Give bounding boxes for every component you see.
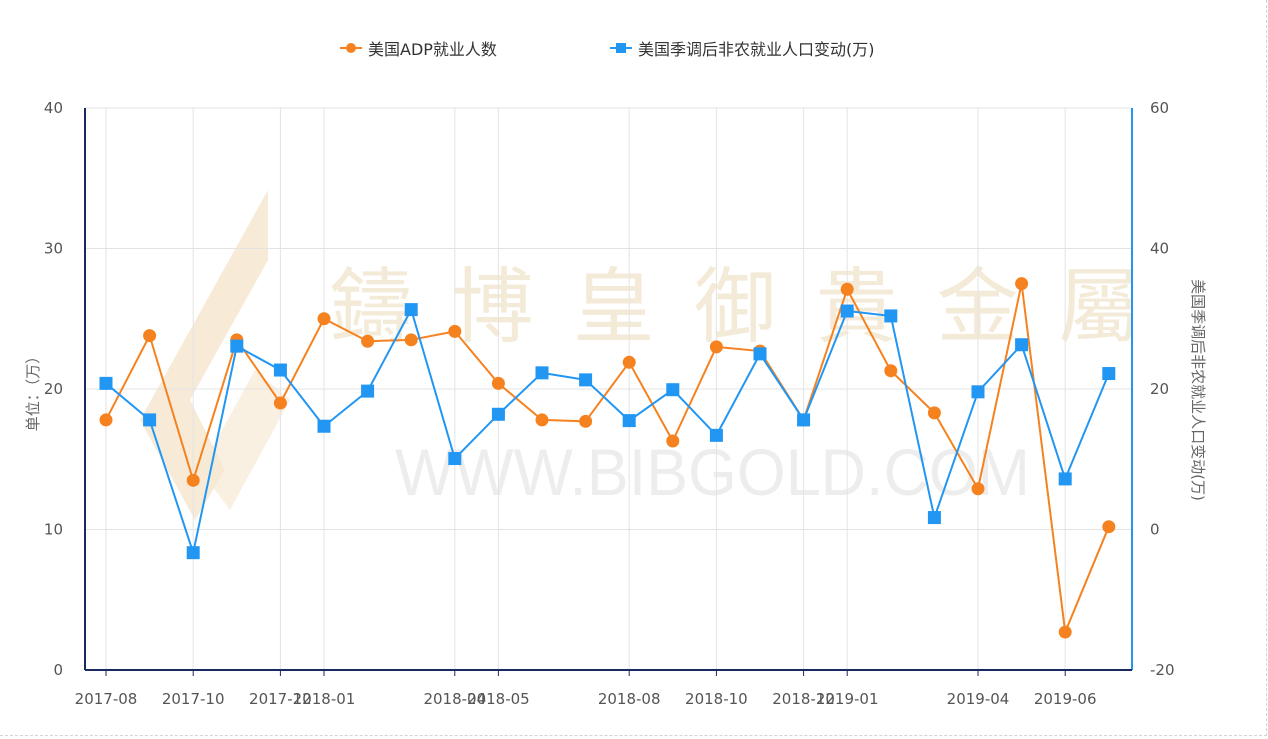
- x-tick-label: 2018-10: [685, 690, 748, 708]
- y-tick-left-label: 20: [44, 380, 63, 398]
- data-point-nonfarm[interactable]: [927, 511, 941, 525]
- data-point-adp[interactable]: [1058, 625, 1072, 639]
- data-point-adp[interactable]: [579, 414, 593, 428]
- data-point-nonfarm[interactable]: [448, 452, 462, 466]
- data-point-adp[interactable]: [143, 329, 157, 343]
- data-point-adp[interactable]: [491, 376, 505, 390]
- tick-labels: 0 10 20 30 40 -20 0 20 40 60 2017-08 2017-10 2017-12…: [44, 99, 1175, 708]
- data-point-adp[interactable]: [99, 413, 113, 427]
- y-tick-left-label: 0: [53, 661, 63, 679]
- series-group: [99, 277, 1116, 639]
- y-tick-right-label: 60: [1150, 99, 1169, 117]
- data-point-nonfarm[interactable]: [404, 303, 418, 317]
- data-point-adp[interactable]: [535, 413, 549, 427]
- x-tick-label: 2019-01: [816, 690, 879, 708]
- y-axis-right-label: 美国季调后非农就业人口变动(万): [1189, 279, 1207, 501]
- data-point-nonfarm[interactable]: [753, 347, 767, 361]
- data-point-nonfarm[interactable]: [709, 428, 723, 442]
- data-point-nonfarm[interactable]: [1102, 367, 1116, 381]
- data-point-nonfarm[interactable]: [797, 413, 811, 427]
- data-point-adp[interactable]: [666, 434, 680, 448]
- y-tick-right-label: -20: [1150, 661, 1175, 679]
- data-point-adp[interactable]: [273, 396, 287, 410]
- y-tick-left-label: 40: [44, 99, 63, 117]
- y-axis-left-label: 单位：（万）: [24, 349, 42, 432]
- data-point-adp[interactable]: [884, 364, 898, 378]
- data-point-adp[interactable]: [186, 473, 200, 487]
- x-tick-label: 2018-04: [423, 690, 486, 708]
- y-tick-right-label: 20: [1150, 380, 1169, 398]
- data-point-nonfarm[interactable]: [840, 304, 854, 318]
- data-point-adp[interactable]: [317, 312, 331, 326]
- y-tick-left-label: 30: [44, 240, 63, 258]
- series-line-1: [105, 282, 1110, 634]
- data-point-nonfarm[interactable]: [99, 376, 113, 390]
- legend-item-nonfarm[interactable]: 美国季调后非农就业人口变动(万): [610, 36, 875, 60]
- x-tick-label: 2017-12: [249, 690, 312, 708]
- legend-label-adp: 美国ADP就业人数: [368, 40, 497, 59]
- data-point-adp[interactable]: [840, 282, 854, 296]
- x-tick-label: 2019-04: [947, 690, 1010, 708]
- x-tick-label: 2018-12: [772, 690, 835, 708]
- square-marker-icon: [610, 43, 632, 53]
- data-point-adp[interactable]: [361, 334, 375, 348]
- data-point-nonfarm[interactable]: [884, 309, 898, 323]
- legend-label-nonfarm: 美国季调后非农就业人口变动(万): [638, 40, 875, 59]
- x-tick-label: 2018-05: [467, 690, 530, 708]
- data-point-nonfarm[interactable]: [273, 363, 287, 377]
- y-tick-right-label: 40: [1150, 240, 1169, 258]
- y-tick-right-label: 0: [1150, 521, 1160, 539]
- data-point-adp[interactable]: [1015, 277, 1029, 291]
- data-point-nonfarm[interactable]: [361, 384, 375, 398]
- axes: [84, 108, 1133, 671]
- data-point-adp[interactable]: [971, 482, 985, 496]
- x-tick-label: 2018-08: [598, 690, 661, 708]
- data-point-nonfarm[interactable]: [186, 546, 200, 560]
- data-point-adp[interactable]: [448, 324, 462, 338]
- data-point-adp[interactable]: [404, 333, 418, 347]
- x-tick-label: 2019-06: [1034, 690, 1097, 708]
- x-tick-label: 2018-01: [293, 690, 356, 708]
- data-point-nonfarm[interactable]: [1015, 338, 1029, 352]
- data-point-nonfarm[interactable]: [666, 383, 680, 397]
- data-point-adp[interactable]: [1102, 520, 1116, 534]
- circle-marker-icon: [340, 43, 362, 53]
- legend-item-adp[interactable]: 美国ADP就业人数: [340, 36, 497, 60]
- data-point-nonfarm[interactable]: [535, 366, 549, 380]
- data-point-adp[interactable]: [709, 340, 723, 354]
- x-tick-label: 2017-08: [75, 690, 138, 708]
- data-point-nonfarm[interactable]: [143, 413, 157, 427]
- y-tick-left-label: 10: [44, 521, 63, 539]
- data-point-adp[interactable]: [622, 355, 636, 369]
- data-point-nonfarm[interactable]: [579, 373, 593, 387]
- x-tick-label: 2017-10: [162, 690, 225, 708]
- data-point-nonfarm[interactable]: [230, 339, 244, 353]
- legend: 美国ADP就业人数 美国季调后非农就业人口变动(万): [0, 36, 1268, 64]
- series-line-2: [105, 308, 1110, 554]
- data-point-nonfarm[interactable]: [622, 414, 636, 428]
- data-point-adp[interactable]: [927, 406, 941, 420]
- data-point-nonfarm[interactable]: [491, 407, 505, 421]
- data-point-nonfarm[interactable]: [971, 385, 985, 399]
- data-point-nonfarm[interactable]: [1058, 472, 1072, 486]
- data-point-nonfarm[interactable]: [317, 419, 331, 433]
